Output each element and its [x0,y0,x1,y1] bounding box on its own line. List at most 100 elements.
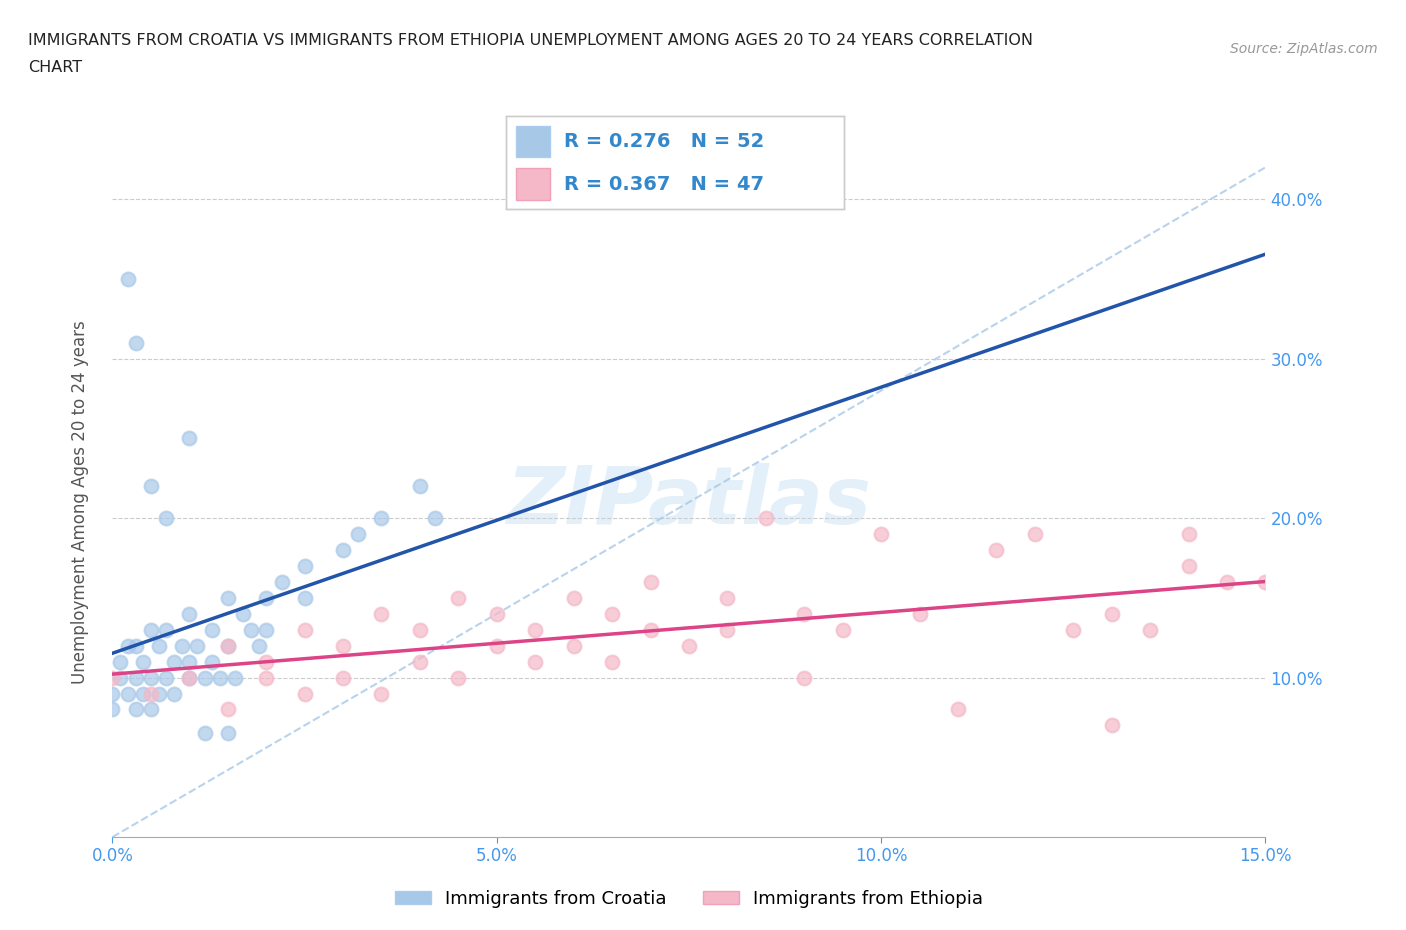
Point [485,638,508,653]
Point [332,542,354,557]
Point [447,591,470,605]
Point [194,671,217,685]
FancyBboxPatch shape [516,168,550,200]
Point [524,622,547,637]
Point [332,638,354,653]
Point [986,542,1008,557]
Text: Source: ZipAtlas.com: Source: ZipAtlas.com [1230,42,1378,56]
Point [678,638,700,653]
Point [425,511,447,525]
Point [132,654,155,669]
Point [217,638,239,653]
Point [347,526,370,541]
Point [1101,606,1123,621]
Point [716,591,738,605]
Point [139,671,162,685]
Point [755,511,778,525]
Point [124,702,146,717]
Point [1024,526,1046,541]
Point [831,622,853,637]
Y-axis label: Unemployment Among Ages 20 to 24 years: Unemployment Among Ages 20 to 24 years [70,320,89,684]
FancyBboxPatch shape [516,126,550,157]
Point [139,686,162,701]
Point [209,671,232,685]
Point [1177,526,1199,541]
Point [186,638,208,653]
Text: ZIPatlas: ZIPatlas [506,463,872,541]
Point [108,654,131,669]
Point [139,702,162,717]
Point [201,622,224,637]
Point [117,272,139,286]
Point [179,606,201,621]
Point [179,671,201,685]
Point [716,622,738,637]
Text: R = 0.276   N = 52: R = 0.276 N = 52 [564,132,763,151]
Point [170,638,193,653]
Point [239,622,262,637]
Point [124,671,146,685]
Point [793,671,815,685]
Point [117,638,139,653]
Point [117,686,139,701]
Point [254,622,277,637]
Point [294,686,316,701]
Point [946,702,969,717]
Point [247,638,270,653]
Point [124,638,146,653]
Text: CHART: CHART [28,60,82,75]
Point [163,654,186,669]
Point [485,606,508,621]
Point [201,654,224,669]
Text: IMMIGRANTS FROM CROATIA VS IMMIGRANTS FROM ETHIOPIA UNEMPLOYMENT AMONG AGES 20 T: IMMIGRANTS FROM CROATIA VS IMMIGRANTS FR… [28,33,1033,47]
Point [163,686,186,701]
Point [179,654,201,669]
Point [254,671,277,685]
Point [1254,575,1277,590]
Point [793,606,815,621]
Point [179,671,201,685]
Point [224,671,246,685]
Point [139,479,162,494]
Point [370,606,392,621]
Point [148,686,170,701]
Point [600,606,623,621]
Point [1177,559,1199,574]
Point [124,336,146,351]
Point [294,622,316,637]
Point [409,479,432,494]
Point [217,591,239,605]
Point [179,431,201,445]
Point [562,638,585,653]
Point [101,686,124,701]
Legend: Immigrants from Croatia, Immigrants from Ethiopia: Immigrants from Croatia, Immigrants from… [388,883,990,915]
Point [600,654,623,669]
Point [1101,718,1123,733]
Point [155,511,177,525]
Point [132,686,155,701]
Point [370,686,392,701]
Point [194,726,217,741]
Text: R = 0.367   N = 47: R = 0.367 N = 47 [564,175,763,193]
Point [101,671,124,685]
Point [447,671,470,685]
Point [101,702,124,717]
Point [217,702,239,717]
Point [155,671,177,685]
Point [409,622,432,637]
Point [640,622,662,637]
Point [1216,575,1239,590]
Point [1062,622,1084,637]
Point [562,591,585,605]
Point [1139,622,1161,637]
Point [232,606,254,621]
Point [640,575,662,590]
Point [524,654,547,669]
Point [294,591,316,605]
Point [217,638,239,653]
Point [870,526,893,541]
Point [294,559,316,574]
Point [332,671,354,685]
Point [270,575,292,590]
Point [254,654,277,669]
